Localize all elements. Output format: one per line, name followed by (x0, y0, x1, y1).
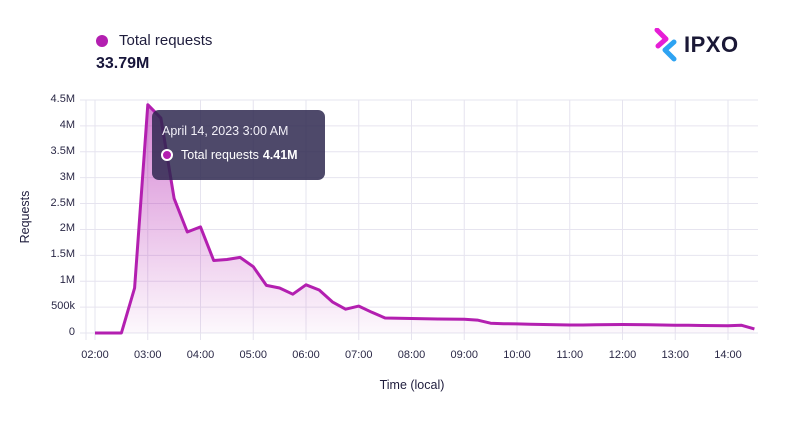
x-tick-label: 04:00 (186, 349, 215, 361)
y-tick-label: 500k (51, 300, 75, 313)
logo-text: IPXO (684, 32, 739, 57)
x-tick-label: 10:00 (503, 349, 531, 361)
y-tick-label: 2M (59, 222, 75, 235)
x-tick-label: 06:00 (292, 349, 320, 361)
y-tick-label: 1M (59, 274, 75, 287)
x-tick-label: 03:00 (133, 349, 162, 361)
x-tick-label: 02:00 (81, 349, 109, 361)
x-tick-label: 09:00 (450, 349, 479, 361)
y-tick-label: 3.5M (50, 144, 75, 157)
y-tick-label: 3M (59, 170, 75, 183)
tooltip-date: April 14, 2023 3:00 AM (162, 124, 289, 138)
legend[interactable]: Total requests (96, 32, 212, 49)
tooltip-series-label: Total requests (181, 148, 259, 162)
x-tick-label: 08:00 (397, 349, 426, 361)
y-tick-label: 4M (59, 118, 75, 131)
x-axis-label: Time (local) (379, 378, 445, 392)
ipxo-chevrons-icon (654, 28, 677, 62)
x-tick-label: 12:00 (608, 349, 637, 361)
y-tick-label: 4.5M (50, 93, 75, 105)
tooltip-value: 4.41M (262, 148, 298, 162)
tooltip-series-dot-icon (161, 149, 173, 161)
y-tick-label: 1.5M (50, 248, 75, 261)
series-line (95, 103, 755, 335)
x-tick-label: 07:00 (344, 349, 373, 361)
x-tick-label: 14:00 (714, 349, 742, 361)
y-tick-label: 0 (68, 326, 75, 338)
ipxo-logo: IPXO (654, 28, 739, 62)
x-tick-label: 11:00 (556, 349, 584, 361)
x-tick-label: 05:00 (239, 349, 268, 361)
total-requests-value: 33.79M (96, 55, 150, 72)
chart-tooltip: April 14, 2023 3:00 AM Total requests 4.… (152, 110, 325, 180)
legend-dot-icon (96, 34, 108, 47)
x-tick-label: 13:00 (661, 349, 690, 361)
legend-label: Total requests (119, 32, 213, 49)
y-tick-label: 2.5M (50, 196, 75, 209)
tooltip-row: Total requests 4.41M (161, 148, 298, 162)
